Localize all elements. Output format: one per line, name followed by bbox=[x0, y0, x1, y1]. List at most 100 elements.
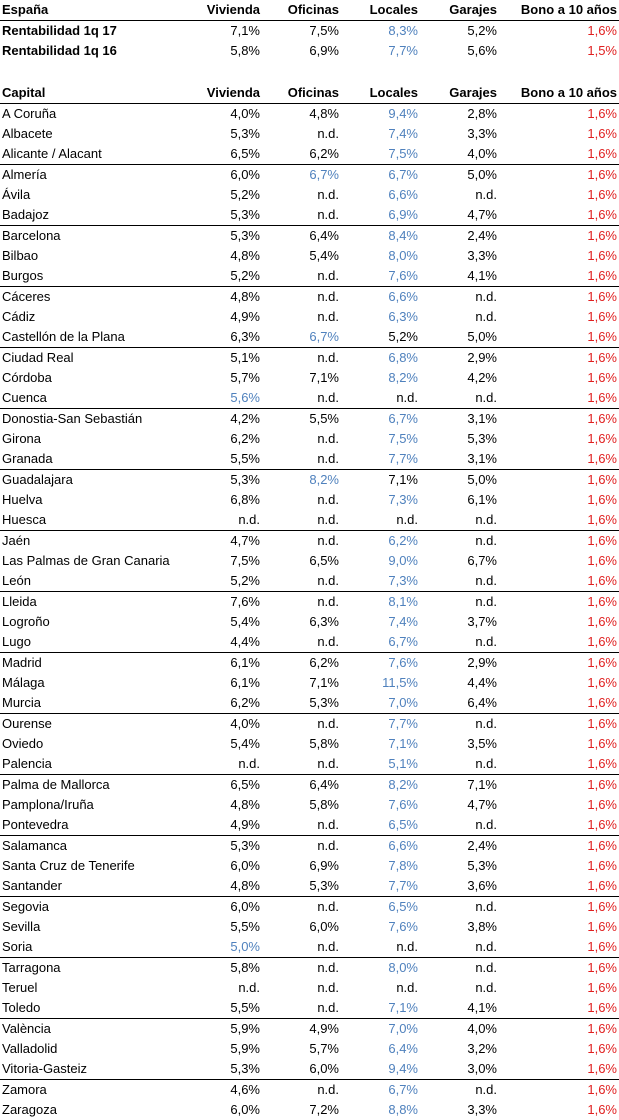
cell-vivienda: 6,8% bbox=[198, 490, 262, 510]
cell-garajes: n.d. bbox=[420, 388, 499, 409]
cell-locales: 7,3% bbox=[341, 490, 420, 510]
cell-vivienda: 5,5% bbox=[198, 917, 262, 937]
cell-oficinas: n.d. bbox=[262, 592, 341, 613]
row-label: Córdoba bbox=[0, 368, 198, 388]
cell-bono: 1,6% bbox=[499, 21, 619, 42]
cell-garajes: 6,1% bbox=[420, 490, 499, 510]
header-cell-vivienda: Vivienda bbox=[198, 83, 262, 104]
cell-bono: 1,6% bbox=[499, 165, 619, 186]
cell-locales: 7,7% bbox=[341, 876, 420, 897]
cell-garajes: n.d. bbox=[420, 632, 499, 653]
cell-bono: 1,6% bbox=[499, 693, 619, 714]
cell-vivienda: 4,8% bbox=[198, 876, 262, 897]
cell-garajes: 4,7% bbox=[420, 205, 499, 226]
cell-locales: 8,0% bbox=[341, 246, 420, 266]
cell-garajes: 3,8% bbox=[420, 917, 499, 937]
row-label: Zaragoza bbox=[0, 1100, 198, 1120]
cell-bono: 1,6% bbox=[499, 815, 619, 836]
spain-header-row: España Vivienda Oficinas Locales Garajes… bbox=[0, 0, 619, 21]
cell-vivienda: 6,1% bbox=[198, 653, 262, 674]
cell-oficinas: n.d. bbox=[262, 287, 341, 308]
row-label: Palma de Mallorca bbox=[0, 775, 198, 796]
cell-bono: 1,6% bbox=[499, 673, 619, 693]
cell-vivienda: 5,0% bbox=[198, 937, 262, 958]
cell-vivienda: 5,3% bbox=[198, 1059, 262, 1080]
cell-bono: 1,6% bbox=[499, 266, 619, 287]
cell-bono: 1,6% bbox=[499, 470, 619, 491]
cell-locales: 6,8% bbox=[341, 348, 420, 369]
cell-bono: 1,6% bbox=[499, 1019, 619, 1040]
cell-garajes: 4,7% bbox=[420, 795, 499, 815]
cell-locales: 6,9% bbox=[341, 205, 420, 226]
cell-vivienda: 5,5% bbox=[198, 449, 262, 470]
cell-locales: 7,3% bbox=[341, 571, 420, 592]
row-label: Teruel bbox=[0, 978, 198, 998]
cell-garajes: n.d. bbox=[420, 937, 499, 958]
cell-locales: 6,7% bbox=[341, 1080, 420, 1101]
cell-vivienda: 7,5% bbox=[198, 551, 262, 571]
row-label: Oviedo bbox=[0, 734, 198, 754]
cell-locales: n.d. bbox=[341, 937, 420, 958]
cell-oficinas: 4,9% bbox=[262, 1019, 341, 1040]
cell-vivienda: 5,2% bbox=[198, 185, 262, 205]
cell-bono: 1,6% bbox=[499, 124, 619, 144]
row-label: Logroño bbox=[0, 612, 198, 632]
cell-locales: 5,2% bbox=[341, 327, 420, 348]
cell-locales: n.d. bbox=[341, 510, 420, 531]
cell-vivienda: 6,1% bbox=[198, 673, 262, 693]
cell-vivienda: 6,0% bbox=[198, 165, 262, 186]
cell-locales: 8,1% bbox=[341, 592, 420, 613]
row-label: Pontevedra bbox=[0, 815, 198, 836]
cell-oficinas: 6,9% bbox=[262, 41, 341, 61]
cell-garajes: 5,3% bbox=[420, 856, 499, 876]
cell-vivienda: 5,8% bbox=[198, 41, 262, 61]
cell-bono: 1,6% bbox=[499, 978, 619, 998]
cell-oficinas: n.d. bbox=[262, 958, 341, 979]
cell-oficinas: n.d. bbox=[262, 897, 341, 918]
cell-vivienda: 5,5% bbox=[198, 998, 262, 1019]
cell-oficinas: n.d. bbox=[262, 510, 341, 531]
cell-locales: 8,8% bbox=[341, 1100, 420, 1120]
row-label: Lugo bbox=[0, 632, 198, 653]
row-label: Toledo bbox=[0, 998, 198, 1019]
row-label: Palencia bbox=[0, 754, 198, 775]
cell-bono: 1,6% bbox=[499, 754, 619, 775]
cell-oficinas: n.d. bbox=[262, 754, 341, 775]
header-cell-garajes: Garajes bbox=[420, 83, 499, 104]
cell-bono: 1,6% bbox=[499, 185, 619, 205]
cell-vivienda: n.d. bbox=[198, 510, 262, 531]
cell-bono: 1,6% bbox=[499, 1059, 619, 1080]
row-label: Rentabilidad 1q 16 bbox=[0, 41, 198, 61]
cell-oficinas: n.d. bbox=[262, 490, 341, 510]
cell-locales: 7,5% bbox=[341, 144, 420, 165]
cell-locales: 7,6% bbox=[341, 795, 420, 815]
cell-oficinas: n.d. bbox=[262, 307, 341, 327]
cell-bono: 1,6% bbox=[499, 571, 619, 592]
header-cell-spain: España bbox=[0, 0, 198, 21]
cell-garajes: 5,0% bbox=[420, 470, 499, 491]
cell-garajes: n.d. bbox=[420, 714, 499, 735]
row-label: Jaén bbox=[0, 531, 198, 552]
cell-locales: 6,3% bbox=[341, 307, 420, 327]
cell-locales: 7,6% bbox=[341, 917, 420, 937]
cell-garajes: n.d. bbox=[420, 307, 499, 327]
row-label: Almería bbox=[0, 165, 198, 186]
cell-vivienda: 4,7% bbox=[198, 531, 262, 552]
cell-oficinas: n.d. bbox=[262, 449, 341, 470]
cell-oficinas: n.d. bbox=[262, 632, 341, 653]
cell-vivienda: 5,3% bbox=[198, 205, 262, 226]
row-label: Madrid bbox=[0, 653, 198, 674]
